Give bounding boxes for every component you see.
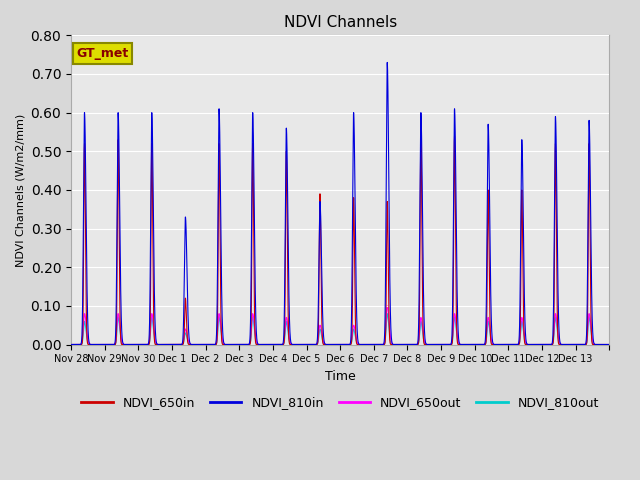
Y-axis label: NDVI Channels (W/m2/mm): NDVI Channels (W/m2/mm) — [15, 113, 25, 266]
Title: NDVI Channels: NDVI Channels — [284, 15, 397, 30]
X-axis label: Time: Time — [324, 370, 355, 383]
Legend: NDVI_650in, NDVI_810in, NDVI_650out, NDVI_810out: NDVI_650in, NDVI_810in, NDVI_650out, NDV… — [76, 391, 604, 414]
Text: GT_met: GT_met — [76, 47, 129, 60]
